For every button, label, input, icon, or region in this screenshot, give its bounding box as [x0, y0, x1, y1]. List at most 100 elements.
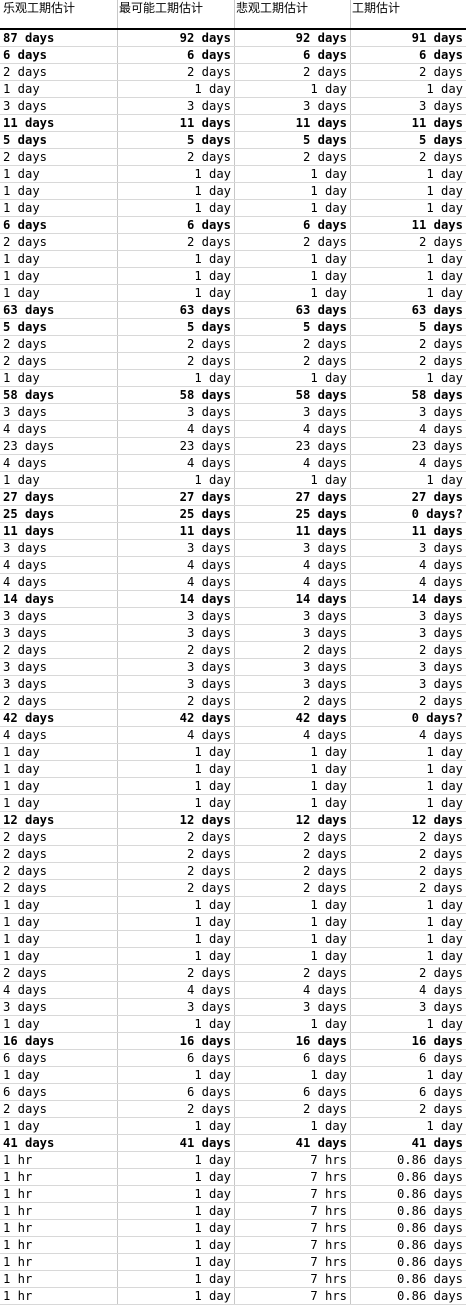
cell-optimistic[interactable]: 4 days	[0, 727, 118, 743]
cell-estimate[interactable]: 1 day	[426, 1068, 463, 1082]
cell-pessimistic[interactable]: 41 days	[235, 1135, 351, 1151]
cell-pessimistic[interactable]: 7 hrs	[235, 1254, 351, 1270]
cell-pessimistic[interactable]: 7 hrs	[235, 1169, 351, 1185]
cell-estimate[interactable]: 3 days	[418, 1000, 463, 1014]
cell-most-likely[interactable]: 1 day	[118, 1220, 235, 1236]
cell-estimate[interactable]: 16 days	[411, 1034, 463, 1048]
cell-most-likely[interactable]: 2 days	[118, 234, 235, 250]
cell-optimistic[interactable]: 5 days	[0, 319, 118, 335]
cell-estimate[interactable]: 3 days	[418, 609, 463, 623]
cell-optimistic[interactable]: 2 days	[0, 880, 118, 896]
cell-most-likely[interactable]: 2 days	[118, 353, 235, 369]
cell-optimistic[interactable]: 6 days	[0, 47, 118, 63]
cell-estimate[interactable]: 1 day	[426, 1017, 463, 1031]
cell-optimistic[interactable]: 23 days	[0, 438, 118, 454]
cell-optimistic[interactable]: 1 hr	[0, 1186, 118, 1202]
cell-pessimistic[interactable]: 1 day	[235, 251, 351, 267]
cell-optimistic[interactable]: 2 days	[0, 64, 118, 80]
cell-most-likely[interactable]: 92 days	[118, 30, 235, 46]
cell-most-likely[interactable]: 1 day	[118, 268, 235, 284]
cell-pessimistic[interactable]: 7 hrs	[235, 1237, 351, 1253]
cell-most-likely[interactable]: 1 day	[118, 200, 235, 216]
cell-most-likely[interactable]: 6 days	[118, 1050, 235, 1066]
cell-estimate[interactable]: 4 days	[418, 983, 463, 997]
cell-optimistic[interactable]: 3 days	[0, 404, 118, 420]
cell-estimate[interactable]: 4 days	[418, 422, 463, 436]
cell-estimate[interactable]: 3 days	[418, 626, 463, 640]
cell-optimistic[interactable]: 3 days	[0, 98, 118, 114]
cell-estimate[interactable]: 5 days	[418, 133, 463, 147]
cell-estimate[interactable]: 1 day	[426, 201, 463, 215]
cell-optimistic[interactable]: 87 days	[0, 30, 118, 46]
cell-optimistic[interactable]: 63 days	[0, 302, 118, 318]
cell-estimate[interactable]: 2 days	[418, 847, 463, 861]
cell-estimate[interactable]: 27 days	[411, 490, 463, 504]
cell-estimate[interactable]: 3 days	[418, 677, 463, 691]
cell-optimistic[interactable]: 6 days	[0, 1084, 118, 1100]
cell-estimate[interactable]: 2 days	[418, 864, 463, 878]
cell-pessimistic[interactable]: 2 days	[235, 880, 351, 896]
cell-estimate[interactable]: 0 days?	[411, 507, 463, 521]
cell-estimate[interactable]: 91 days	[411, 31, 463, 45]
cell-optimistic[interactable]: 1 day	[0, 285, 118, 301]
cell-pessimistic[interactable]: 12 days	[235, 812, 351, 828]
cell-pessimistic[interactable]: 3 days	[235, 98, 351, 114]
cell-estimate[interactable]: 1 day	[426, 796, 463, 810]
cell-estimate[interactable]: 2 days	[418, 235, 463, 249]
cell-estimate[interactable]: 2 days	[418, 694, 463, 708]
cell-optimistic[interactable]: 4 days	[0, 982, 118, 998]
cell-pessimistic[interactable]: 58 days	[235, 387, 351, 403]
cell-most-likely[interactable]: 2 days	[118, 642, 235, 658]
cell-estimate[interactable]: 0.86 days	[396, 1204, 463, 1218]
cell-estimate[interactable]: 0.86 days	[396, 1289, 463, 1303]
cell-most-likely[interactable]: 3 days	[118, 999, 235, 1015]
cell-optimistic[interactable]: 1 day	[0, 914, 118, 930]
cell-most-likely[interactable]: 1 day	[118, 1237, 235, 1253]
cell-optimistic[interactable]: 16 days	[0, 1033, 118, 1049]
cell-pessimistic[interactable]: 1 day	[235, 81, 351, 97]
cell-most-likely[interactable]: 5 days	[118, 132, 235, 148]
cell-estimate[interactable]: 1 day	[426, 473, 463, 487]
cell-pessimistic[interactable]: 4 days	[235, 557, 351, 573]
cell-estimate[interactable]: 5 days	[418, 320, 463, 334]
cell-most-likely[interactable]: 1 day	[118, 1169, 235, 1185]
cell-pessimistic[interactable]: 2 days	[235, 353, 351, 369]
cell-optimistic[interactable]: 1 day	[0, 166, 118, 182]
cell-estimate[interactable]: 4 days	[418, 558, 463, 572]
cell-most-likely[interactable]: 1 day	[118, 472, 235, 488]
cell-estimate[interactable]: 2 days	[418, 881, 463, 895]
cell-estimate[interactable]: 0.86 days	[396, 1187, 463, 1201]
cell-estimate[interactable]: 1 day	[426, 949, 463, 963]
cell-most-likely[interactable]: 3 days	[118, 676, 235, 692]
cell-pessimistic[interactable]: 27 days	[235, 489, 351, 505]
cell-pessimistic[interactable]: 3 days	[235, 540, 351, 556]
cell-estimate[interactable]: 3 days	[418, 660, 463, 674]
cell-pessimistic[interactable]: 6 days	[235, 217, 351, 233]
cell-pessimistic[interactable]: 3 days	[235, 676, 351, 692]
cell-estimate[interactable]: 2 days	[418, 65, 463, 79]
cell-pessimistic[interactable]: 1 day	[235, 914, 351, 930]
cell-most-likely[interactable]: 6 days	[118, 47, 235, 63]
cell-optimistic[interactable]: 1 day	[0, 1067, 118, 1083]
cell-optimistic[interactable]: 1 day	[0, 200, 118, 216]
cell-optimistic[interactable]: 58 days	[0, 387, 118, 403]
cell-most-likely[interactable]: 1 day	[118, 778, 235, 794]
cell-optimistic[interactable]: 1 hr	[0, 1220, 118, 1236]
cell-pessimistic[interactable]: 5 days	[235, 132, 351, 148]
cell-estimate[interactable]: 14 days	[411, 592, 463, 606]
cell-optimistic[interactable]: 1 day	[0, 761, 118, 777]
cell-optimistic[interactable]: 2 days	[0, 353, 118, 369]
cell-estimate[interactable]: 11 days	[411, 218, 463, 232]
cell-most-likely[interactable]: 2 days	[118, 863, 235, 879]
cell-most-likely[interactable]: 2 days	[118, 1101, 235, 1117]
cell-pessimistic[interactable]: 2 days	[235, 846, 351, 862]
cell-most-likely[interactable]: 1 day	[118, 948, 235, 964]
cell-optimistic[interactable]: 2 days	[0, 693, 118, 709]
cell-most-likely[interactable]: 1 day	[118, 1016, 235, 1032]
cell-optimistic[interactable]: 1 day	[0, 251, 118, 267]
cell-estimate[interactable]: 2 days	[418, 337, 463, 351]
cell-most-likely[interactable]: 4 days	[118, 455, 235, 471]
cell-estimate[interactable]: 1 day	[426, 252, 463, 266]
cell-optimistic[interactable]: 3 days	[0, 540, 118, 556]
cell-most-likely[interactable]: 1 day	[118, 795, 235, 811]
